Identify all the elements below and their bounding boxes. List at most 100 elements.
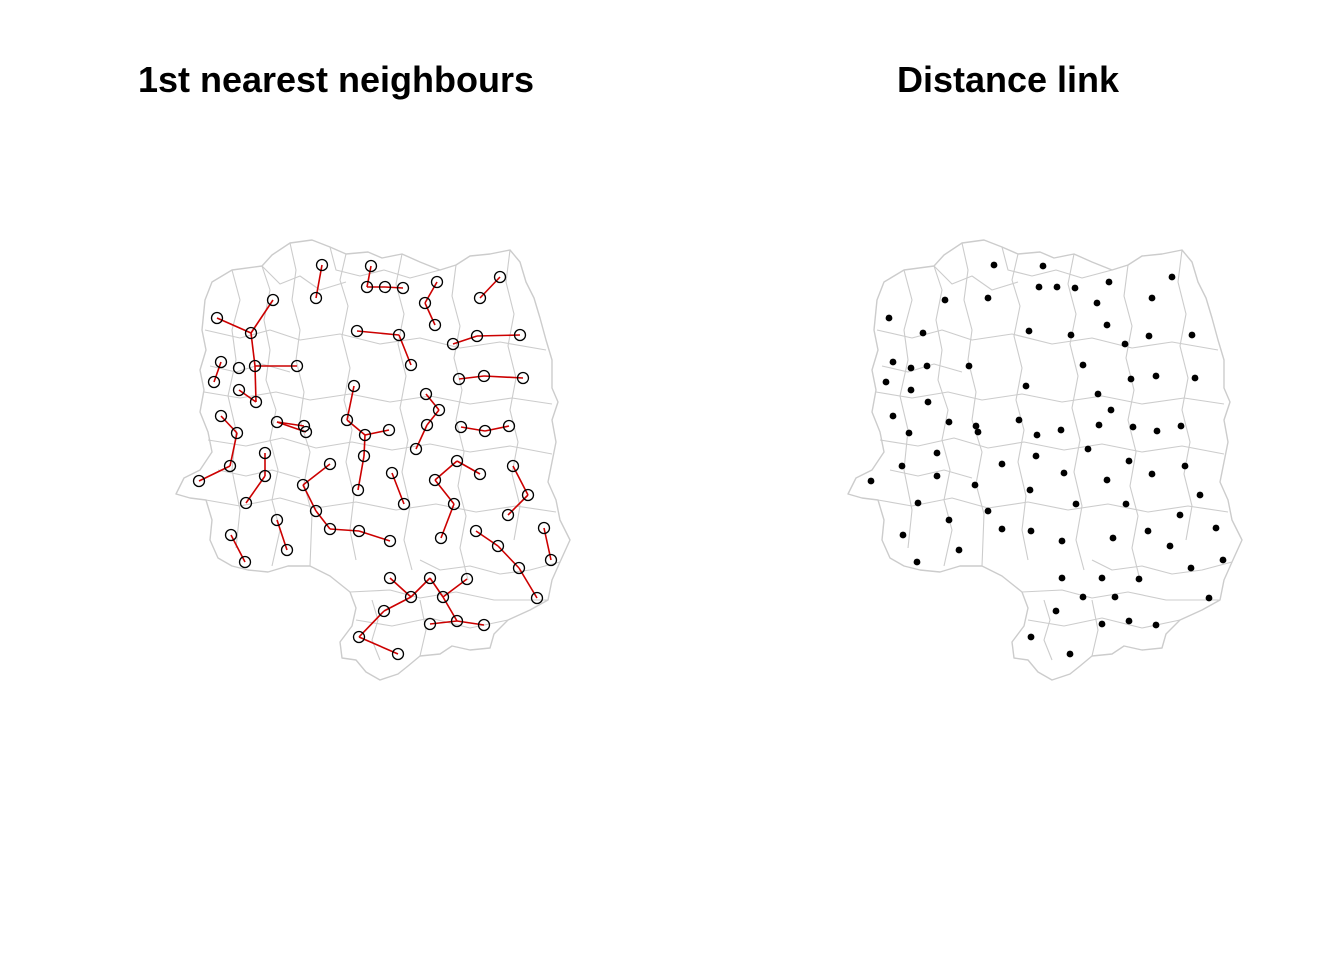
neighbour-link xyxy=(346,419,366,436)
panel-title-right: Distance link xyxy=(896,59,1120,100)
neighbour-link xyxy=(483,375,524,379)
centroid-marker xyxy=(452,372,466,386)
centroid-marker xyxy=(364,259,378,273)
centroid-dot xyxy=(1168,273,1176,281)
centroid-marker xyxy=(309,504,323,518)
region-boundary xyxy=(1091,599,1099,657)
centroid-marker xyxy=(491,539,505,553)
centroid-marker xyxy=(266,293,280,307)
centroid-marker xyxy=(434,531,448,545)
centroid-dot xyxy=(990,261,998,269)
centroid-dot xyxy=(1111,593,1119,601)
centroid-dot xyxy=(971,481,979,489)
region-boundary xyxy=(339,253,357,561)
neighbour-links xyxy=(198,264,552,655)
centroid-marker xyxy=(323,457,337,471)
centroid-marker xyxy=(309,291,323,305)
centroid-marker xyxy=(512,561,526,575)
centroid-dot xyxy=(1125,457,1133,465)
study-area-outline xyxy=(175,239,571,681)
study-area-outline xyxy=(847,239,1243,681)
region-boundary xyxy=(261,265,347,291)
neighbour-link xyxy=(384,286,404,289)
centroid-dot xyxy=(1152,621,1160,629)
centroid-dot xyxy=(1071,284,1079,292)
centroid-dot xyxy=(1027,527,1035,535)
centroid-dot xyxy=(1039,262,1047,270)
centroid-dot xyxy=(1196,491,1204,499)
centroid-dot xyxy=(899,531,907,539)
neighbour-link xyxy=(476,334,521,337)
centroid-marker xyxy=(192,474,206,488)
centroid-dot xyxy=(1025,327,1033,335)
centroid-marker xyxy=(224,528,238,542)
centroid-marker xyxy=(357,449,371,463)
centroid-dot xyxy=(984,294,992,302)
region-boundary xyxy=(961,242,985,567)
centroid-marker xyxy=(214,355,228,369)
centroid-dot xyxy=(1153,427,1161,435)
region-boundary xyxy=(371,599,381,661)
centroid-marker xyxy=(230,426,244,440)
centroid-dot xyxy=(974,428,982,436)
centroid-marker xyxy=(470,329,484,343)
centroid-marker xyxy=(232,383,246,397)
centroid-marker xyxy=(347,379,361,393)
centroid-marker xyxy=(350,324,364,338)
region-boundary xyxy=(881,363,963,373)
region-boundary xyxy=(1021,589,1220,601)
centroid-dot xyxy=(1027,633,1035,641)
region-boundary xyxy=(899,269,913,549)
centroid-marker xyxy=(249,395,263,409)
centroid-dot xyxy=(907,386,915,394)
centroid-marker xyxy=(446,337,460,351)
region-boundary xyxy=(877,497,1229,513)
centroid-marker xyxy=(478,424,492,438)
centroid-dot xyxy=(945,516,953,524)
centroid-marker xyxy=(315,258,329,272)
centroid-dot xyxy=(1072,500,1080,508)
centroid-dot xyxy=(955,546,963,554)
centroid-dot xyxy=(1066,650,1074,658)
region-boundary xyxy=(419,559,561,575)
neighbour-link xyxy=(213,361,222,383)
centroid-dot xyxy=(898,462,906,470)
centroid-marker xyxy=(396,281,410,295)
centroid-marker xyxy=(430,275,444,289)
map-left xyxy=(175,239,571,681)
region-boundary xyxy=(1043,599,1053,661)
centroid-marker xyxy=(244,326,258,340)
centroid-marker xyxy=(383,571,397,585)
centroid-marker xyxy=(238,555,252,569)
centroid-marker xyxy=(501,508,515,522)
centroid-marker xyxy=(404,358,418,372)
centroid-marker xyxy=(432,403,446,417)
centroid-dot xyxy=(1105,278,1113,286)
centroid-dot xyxy=(1052,607,1060,615)
centroid-marker xyxy=(352,630,366,644)
centroid-dot xyxy=(1122,500,1130,508)
centroid-dot xyxy=(1148,470,1156,478)
centroid-dot xyxy=(905,429,913,437)
centroid-dot xyxy=(1219,556,1227,564)
centroid-dot xyxy=(1057,426,1065,434)
centroid-marker xyxy=(385,466,399,480)
neighbour-link xyxy=(238,389,257,403)
centroid-marker xyxy=(207,375,221,389)
region-boundary xyxy=(395,253,413,571)
neighbour-link xyxy=(315,510,331,530)
neighbour-link xyxy=(302,484,317,512)
centroid-points-right xyxy=(867,261,1227,658)
centroid-dot xyxy=(941,296,949,304)
region-boundary xyxy=(289,242,313,567)
centroid-dot xyxy=(1191,374,1199,382)
centroid-dot xyxy=(984,507,992,515)
neighbour-link xyxy=(458,375,485,380)
centroid-marker xyxy=(258,446,272,460)
centroid-dot xyxy=(972,422,980,430)
neighbour-link xyxy=(276,421,305,427)
neighbour-link xyxy=(479,276,501,299)
centroid-marker xyxy=(493,270,507,284)
centroid-marker xyxy=(436,590,450,604)
neighbour-link xyxy=(429,620,458,625)
